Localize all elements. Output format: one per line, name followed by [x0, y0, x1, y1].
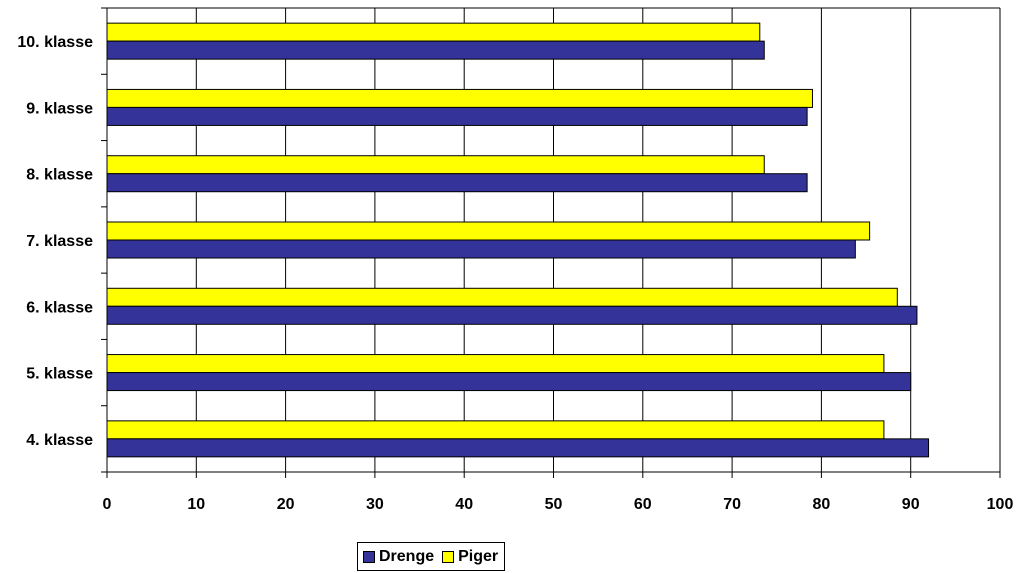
x-tick-label-0: 0: [103, 496, 112, 513]
bar-drenge-3: [106, 239, 856, 259]
category-labels: 4. klasse 5. klasse 6. klasse 7. klasse 8. k…: [17, 34, 93, 449]
x-tick-label-7: 70: [723, 496, 741, 513]
bar-piger-1: [106, 354, 885, 374]
bar-piger-2: [106, 287, 898, 307]
bar-drenge-5: [106, 106, 808, 126]
bar-piger-6: [106, 22, 761, 42]
x-tick-label-5: 50: [545, 496, 563, 513]
category-label-0: 4. klasse: [26, 432, 93, 449]
x-tick-label-10: 100: [987, 496, 1014, 513]
x-tick-label-3: 30: [366, 496, 384, 513]
x-tick-label-8: 80: [813, 496, 831, 513]
bars: [106, 22, 930, 458]
axes: [101, 7, 1001, 478]
x-tick-label-2: 20: [277, 496, 295, 513]
bar-drenge-6: [106, 40, 765, 60]
bar-drenge-0: [106, 438, 930, 458]
category-label-3: 7. klasse: [26, 233, 93, 250]
legend-swatch-drenge: [363, 550, 375, 563]
legend-label-drenge: Drenge: [379, 547, 435, 565]
bar-chart: 0 10 20 30 40 50 60 70 80 90 100 4. klasse 5. klass…: [17, 7, 1014, 513]
x-tick-labels: 0 10 20 30 40 50 60 70 80 90 100: [103, 496, 1014, 513]
bar-drenge-2: [106, 305, 918, 325]
x-tick-label-9: 90: [902, 496, 920, 513]
category-label-1: 5. klasse: [26, 366, 93, 383]
category-label-2: 6. klasse: [26, 299, 93, 316]
legend: Drenge Piger: [357, 542, 506, 571]
legend-item-drenge: Drenge: [363, 548, 434, 566]
legend-swatch-piger: [442, 550, 455, 563]
x-tick-label-1: 10: [187, 496, 205, 513]
x-tick-label-6: 60: [634, 496, 652, 513]
category-label-6: 10. klasse: [17, 34, 93, 51]
bar-drenge-4: [106, 173, 808, 193]
bar-drenge-1: [106, 372, 912, 392]
x-tick-label-4: 40: [455, 496, 473, 513]
legend-item-piger: Piger: [442, 548, 498, 566]
legend-label-piger: Piger: [458, 547, 499, 565]
bar-piger-0: [106, 420, 885, 440]
bar-piger-5: [106, 88, 813, 108]
bar-piger-4: [106, 155, 765, 175]
bar-piger-3: [106, 221, 871, 241]
category-label-4: 8. klasse: [26, 167, 93, 184]
category-label-5: 9. klasse: [26, 100, 93, 117]
